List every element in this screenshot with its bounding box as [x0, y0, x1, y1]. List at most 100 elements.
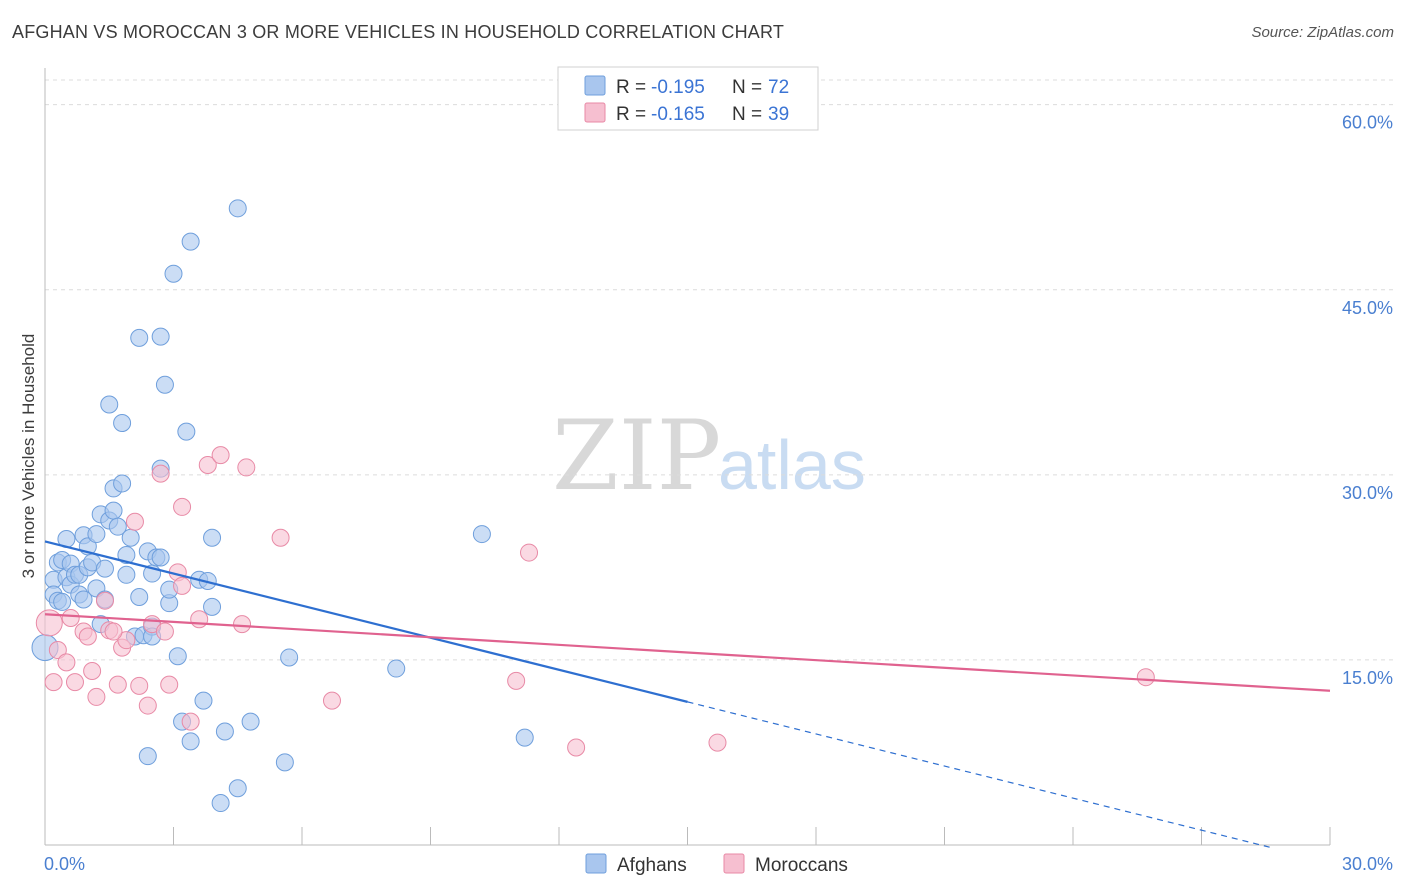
- y-tick-label-2: 45.0%: [1342, 298, 1393, 318]
- moroccan-point-33: [520, 543, 539, 562]
- afghan-point-63: [228, 199, 247, 218]
- afghan-point-23: [95, 559, 114, 578]
- correlation-legend: R = -0.195 N = 72 R = -0.165 N = 39: [557, 66, 819, 131]
- moroccan-point-37: [1136, 668, 1155, 687]
- legend-r-value-afghans: -0.195: [651, 77, 705, 98]
- moroccan-point-32: [322, 691, 341, 710]
- trend-line-moroccans: [44, 613, 1331, 692]
- afghan-point-19: [87, 525, 106, 544]
- series-legend: Afghans Moroccans: [585, 853, 848, 876]
- moroccan-point-27: [198, 455, 217, 474]
- moroccan-point-9: [87, 687, 106, 706]
- afghan-point-50: [168, 647, 187, 666]
- legend-swatch-moroccans: [584, 102, 606, 123]
- trend-extension-afghans: [687, 701, 1275, 849]
- afghan-point-64: [241, 712, 260, 731]
- bottom-legend-swatch-afghans: [585, 853, 607, 874]
- afghan-point-39: [138, 747, 157, 766]
- moroccan-point-34: [507, 671, 526, 690]
- moroccan-point-4: [61, 608, 80, 627]
- afghan-point-59: [203, 528, 222, 547]
- moroccan-point-19: [151, 464, 170, 483]
- afghan-point-68: [472, 525, 491, 544]
- source-label: Source: ZipAtlas.com: [1251, 24, 1394, 41]
- chart-title: AFGHAN VS MOROCCAN 3 OR MORE VEHICLES IN…: [12, 22, 785, 42]
- watermark-atlas: atlas: [718, 426, 866, 504]
- afghan-point-62: [228, 779, 247, 798]
- afghan-point-66: [280, 648, 299, 667]
- afghan-point-54: [181, 732, 200, 751]
- moroccan-point-29: [233, 615, 252, 634]
- trend-lines: [44, 540, 1331, 849]
- bottom-legend-swatch-moroccans: [723, 853, 745, 874]
- legend-r-label-afghans: R =: [616, 77, 646, 98]
- moroccan-point-16: [130, 676, 149, 695]
- afghan-point-27: [104, 501, 123, 520]
- moroccan-point-30: [237, 458, 256, 477]
- moroccan-point-1: [44, 673, 63, 692]
- legend-n-value-moroccans: 39: [768, 104, 789, 125]
- moroccan-point-8: [83, 662, 102, 681]
- moroccan-point-12: [108, 675, 127, 694]
- afghan-point-58: [203, 597, 222, 616]
- afghan-point-46: [155, 375, 174, 394]
- moroccan-point-35: [567, 738, 586, 757]
- moroccan-point-21: [160, 675, 179, 694]
- moroccan-point-36: [708, 733, 727, 752]
- legend-n-label-moroccans: N =: [732, 104, 762, 125]
- legend-r-value-moroccans: -0.165: [651, 104, 705, 125]
- series-afghans: [31, 199, 534, 813]
- data-points: [31, 199, 1155, 813]
- afghan-point-67: [387, 659, 406, 678]
- moroccan-point-2: [48, 641, 67, 660]
- moroccan-point-5: [65, 673, 84, 692]
- afghan-point-49: [164, 264, 183, 283]
- moroccan-point-0: [35, 609, 63, 637]
- x-tick-label-1: 30.0%: [1342, 854, 1393, 874]
- afghan-point-60: [211, 794, 230, 813]
- bottom-legend-moroccans: Moroccans: [755, 855, 848, 876]
- afghan-point-70: [151, 548, 170, 567]
- bottom-legend-afghans: Afghans: [617, 855, 687, 876]
- legend-r-label-moroccans: R =: [616, 104, 646, 125]
- afghan-point-36: [130, 328, 149, 347]
- afghan-point-53: [181, 232, 200, 251]
- moroccan-point-25: [181, 712, 200, 731]
- moroccan-point-7: [78, 627, 97, 646]
- afghan-point-30: [113, 474, 132, 493]
- afghan-point-37: [130, 587, 149, 606]
- grid-lines: [45, 79, 1395, 661]
- axes: [44, 68, 1331, 846]
- afghan-point-14: [74, 590, 93, 609]
- moroccan-point-14: [117, 631, 136, 650]
- moroccan-point-24: [173, 497, 192, 516]
- afghan-point-33: [117, 565, 136, 584]
- trend-line-afghans: [44, 540, 688, 703]
- watermark-zip: ZIP: [552, 400, 721, 512]
- moroccan-point-23: [173, 576, 192, 595]
- afghan-point-61: [215, 722, 234, 741]
- afghan-point-29: [108, 517, 127, 536]
- legend-n-value-afghans: 72: [768, 77, 789, 98]
- afghan-point-65: [275, 753, 294, 772]
- afghan-point-31: [113, 414, 132, 433]
- afghan-point-69: [515, 728, 534, 747]
- y-tick-label-1: 30.0%: [1342, 483, 1393, 503]
- moroccan-point-20: [155, 622, 174, 641]
- afghan-point-56: [194, 691, 213, 710]
- moroccan-point-38: [104, 622, 123, 641]
- afghan-point-52: [177, 422, 196, 441]
- moroccan-point-28: [211, 446, 230, 465]
- watermark: ZIP atlas: [552, 400, 866, 512]
- afghan-point-6: [53, 592, 72, 611]
- moroccan-point-17: [138, 696, 157, 715]
- y-axis-title: 3 or more Vehicles in Household: [19, 334, 38, 579]
- x-tick-label-0: 0.0%: [44, 854, 85, 874]
- afghan-point-45: [151, 327, 170, 346]
- moroccan-point-15: [125, 512, 144, 531]
- legend-swatch-afghans: [584, 75, 606, 96]
- tick-labels: 15.0% 30.0% 45.0% 60.0% 0.0% 30.0%: [44, 113, 1393, 874]
- y-tick-label-3: 60.0%: [1342, 113, 1393, 133]
- afghan-point-26: [100, 395, 119, 414]
